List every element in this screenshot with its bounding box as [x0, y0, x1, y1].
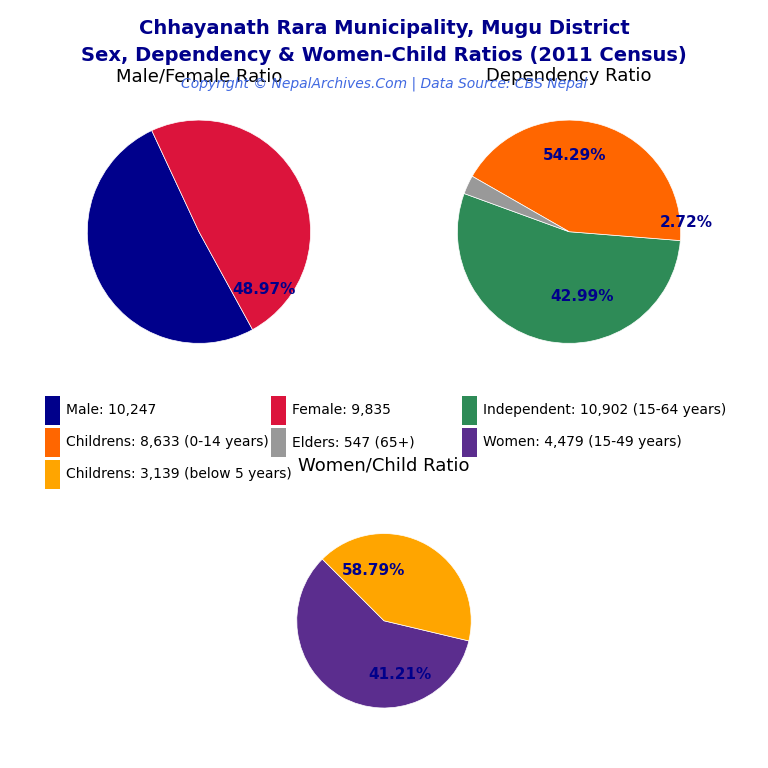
Wedge shape: [296, 559, 468, 708]
Wedge shape: [458, 194, 680, 343]
Text: Independent: 10,902 (15-64 years): Independent: 10,902 (15-64 years): [483, 403, 727, 417]
Text: Elders: 547 (65+): Elders: 547 (65+): [292, 435, 415, 449]
Text: 54.29%: 54.29%: [543, 148, 607, 164]
Bar: [271, 396, 286, 425]
Text: 41.21%: 41.21%: [368, 667, 432, 682]
Text: Women: 4,479 (15-49 years): Women: 4,479 (15-49 years): [483, 435, 682, 449]
Bar: [45, 460, 61, 488]
Bar: [45, 428, 61, 457]
Text: 42.99%: 42.99%: [551, 289, 614, 304]
Text: 51.03%: 51.03%: [98, 182, 161, 197]
Bar: [45, 396, 61, 425]
Title: Male/Female Ratio: Male/Female Ratio: [116, 67, 282, 85]
Bar: [462, 428, 477, 457]
Text: Female: 9,835: Female: 9,835: [292, 403, 391, 417]
Bar: [462, 396, 477, 425]
Text: 58.79%: 58.79%: [342, 563, 406, 578]
Text: 48.97%: 48.97%: [232, 283, 296, 297]
Text: Copyright © NepalArchives.Com | Data Source: CBS Nepal: Copyright © NepalArchives.Com | Data Sou…: [181, 77, 587, 91]
Wedge shape: [152, 120, 310, 329]
Text: Sex, Dependency & Women-Child Ratios (2011 Census): Sex, Dependency & Women-Child Ratios (20…: [81, 46, 687, 65]
Text: Chhayanath Rara Municipality, Mugu District: Chhayanath Rara Municipality, Mugu Distr…: [139, 19, 629, 38]
Title: Women/Child Ratio: Women/Child Ratio: [298, 456, 470, 474]
Wedge shape: [472, 120, 680, 240]
Wedge shape: [88, 131, 253, 343]
Text: Childrens: 3,139 (below 5 years): Childrens: 3,139 (below 5 years): [66, 467, 292, 482]
Bar: [271, 428, 286, 457]
Text: 2.72%: 2.72%: [660, 215, 713, 230]
Wedge shape: [464, 176, 569, 232]
Text: Male: 10,247: Male: 10,247: [66, 403, 157, 417]
Title: Dependency Ratio: Dependency Ratio: [486, 67, 652, 85]
Text: Childrens: 8,633 (0-14 years): Childrens: 8,633 (0-14 years): [66, 435, 269, 449]
Wedge shape: [323, 534, 472, 641]
